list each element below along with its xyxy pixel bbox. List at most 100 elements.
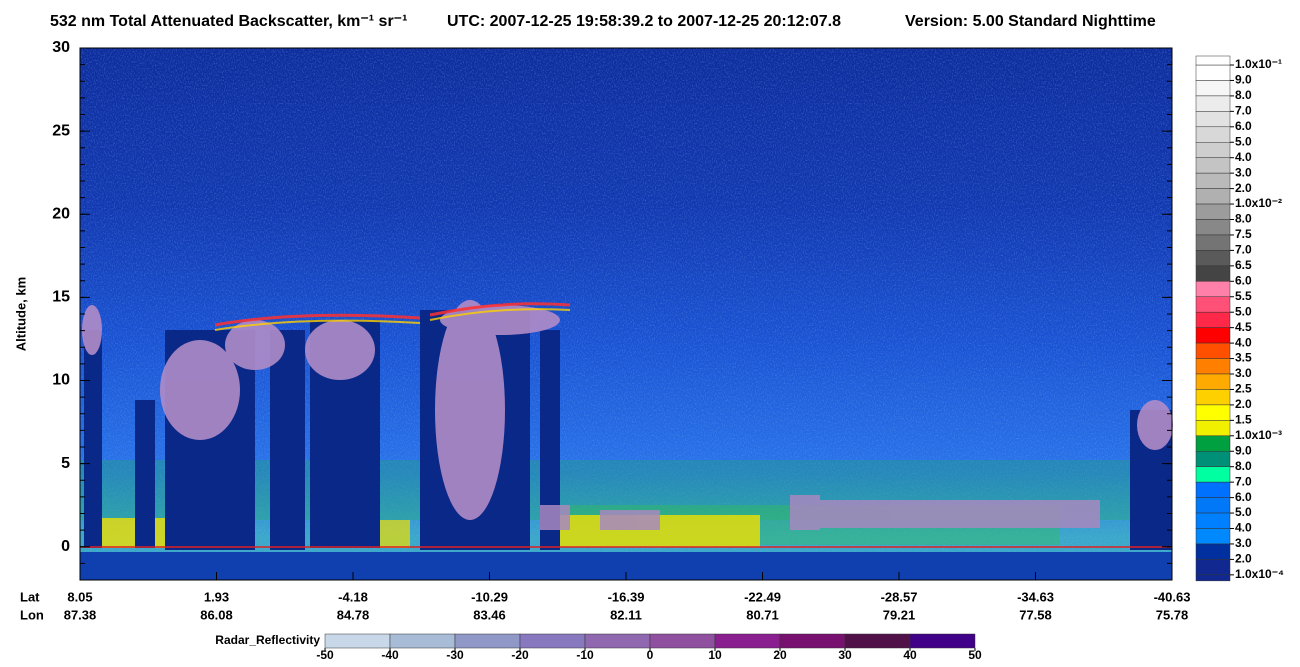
x-tick-label: 77.58 [1019, 607, 1052, 622]
x-row-label: Lat [20, 589, 40, 604]
radar-colorbar-label: 10 [708, 648, 722, 662]
colorbar-cell [1195, 327, 1231, 344]
colorbar-cell [1195, 420, 1231, 437]
colorbar-label: 1.0x10⁻³ [1235, 428, 1282, 442]
x-tick-label: 83.46 [473, 607, 506, 622]
colorbar-label: 2.0 [1235, 181, 1252, 195]
y-tick-label: 30 [52, 39, 70, 56]
colorbar-cap [1195, 574, 1231, 582]
colorbar-cell [1195, 481, 1231, 498]
colorbar-cell [1195, 188, 1231, 205]
colorbar-cell [1195, 172, 1231, 189]
colorbar-cell [1195, 528, 1231, 545]
radar-colorbar-label: -30 [446, 648, 464, 662]
y-tick-label: 20 [52, 205, 70, 222]
x-tick-label: -28.57 [881, 589, 918, 604]
colorbar-label: 9.0 [1235, 73, 1252, 87]
colorbar-label: 5.5 [1235, 289, 1252, 303]
radar-colorbar-cell [844, 633, 911, 649]
colorbar-label: 9.0 [1235, 443, 1252, 457]
colorbar-label: 4.0 [1235, 521, 1252, 535]
colorbar-cell [1195, 404, 1231, 421]
x-tick-label: 84.78 [337, 607, 370, 622]
x-tick-label: -22.49 [744, 589, 781, 604]
colorbar-label: 6.5 [1235, 258, 1252, 272]
x-tick-label: 1.93 [204, 589, 229, 604]
radar-colorbar-cell [519, 633, 586, 649]
colorbar-cell [1195, 80, 1231, 97]
colorbar-label: 2.5 [1235, 382, 1252, 396]
colorbar-cell [1195, 203, 1231, 220]
colorbar-label: 1.0x10⁻² [1235, 196, 1282, 210]
colorbar-label: 6.0 [1235, 490, 1252, 504]
colorbar-label: 8.0 [1235, 88, 1252, 102]
backscatter-image [80, 48, 1173, 580]
radar-colorbar-label: 50 [968, 648, 982, 662]
utc-range: UTC: 2007-12-25 19:58:39.2 to 2007-12-25… [447, 13, 841, 30]
colorbar-cell [1195, 281, 1231, 297]
colorbar-cell [1195, 157, 1231, 174]
colorbar-label: 6.0 [1235, 273, 1252, 287]
radar-colorbar-label: 30 [838, 648, 852, 662]
radar-colorbar-cell [909, 633, 976, 649]
x-row-label: Lon [20, 607, 44, 622]
radar-colorbar-label: 0 [647, 648, 654, 662]
colorbar-cell [1195, 358, 1231, 375]
x-tick-label: 80.71 [746, 607, 779, 622]
colorbar-label: 3.0 [1235, 536, 1252, 550]
x-tick-label: 79.21 [883, 607, 916, 622]
colorbar-cell [1195, 296, 1231, 313]
radar-colorbar-cell [779, 633, 846, 649]
colorbar-cell [1195, 126, 1231, 143]
x-tick-label: -10.29 [471, 589, 508, 604]
colorbar-label: 5.0 [1235, 505, 1252, 519]
radar-colorbar-label: -20 [511, 648, 529, 662]
x-tick-label: 82.11 [610, 607, 642, 622]
colorbar-cell [1195, 497, 1231, 514]
radar-colorbar-label: -50 [316, 648, 334, 662]
radar-colorbar-label: 20 [773, 648, 787, 662]
colorbar-cell [1195, 559, 1231, 576]
colorbar-label: 8.0 [1235, 459, 1252, 473]
colorbar-cell [1195, 250, 1231, 267]
x-tick-label: -40.63 [1154, 589, 1191, 604]
x-tick-label: -34.63 [1017, 589, 1054, 604]
x-tick-label: 86.08 [200, 607, 233, 622]
colorbar-label: 2.0 [1235, 552, 1252, 566]
colorbar-label: 3.0 [1235, 165, 1252, 179]
colorbar-label: 3.0 [1235, 366, 1252, 380]
y-tick-label: 5 [61, 455, 70, 472]
colorbar-cap [1195, 55, 1231, 66]
colorbar-label: 4.5 [1235, 320, 1252, 334]
colorbar-cell [1195, 219, 1231, 236]
chart-title: 532 nm Total Attenuated Backscatter, km⁻… [50, 13, 407, 30]
colorbar-label: 7.0 [1235, 243, 1252, 257]
x-tick-label: -16.39 [608, 589, 645, 604]
colorbar-label: 7.0 [1235, 474, 1252, 488]
y-tick-label: 25 [52, 122, 70, 139]
colorbar-cell [1195, 543, 1231, 560]
radar-colorbar-cell [454, 633, 521, 649]
colorbar-label: 1.0x10⁻¹ [1235, 57, 1282, 71]
colorbar-cell [1195, 451, 1231, 467]
radar-colorbar-label: -10 [576, 648, 594, 662]
y-tick-label: 10 [52, 372, 70, 389]
colorbar-label: 5.0 [1235, 304, 1252, 318]
colorbar-label: 1.0x10⁻⁴ [1235, 567, 1284, 581]
x-tick-label: -4.18 [338, 589, 368, 604]
version: Version: 5.00 Standard Nighttime [905, 13, 1156, 30]
colorbar-label: 7.0 [1235, 104, 1252, 118]
colorbar-label: 3.5 [1235, 351, 1252, 365]
colorbar-label: 1.5 [1235, 413, 1252, 427]
radar-colorbar-label: 40 [903, 648, 917, 662]
colorbar-cell [1195, 111, 1231, 128]
radar-colorbar-cell [649, 633, 716, 649]
y-tick-label: 0 [61, 538, 70, 555]
colorbar-label: 7.5 [1235, 227, 1252, 241]
colorbar-label: 6.0 [1235, 119, 1252, 133]
radar-colorbar-label: Radar_Reflectivity [215, 633, 320, 647]
radar-colorbar-cell [324, 633, 391, 649]
colorbar-cell [1195, 64, 1231, 81]
colorbar-cell [1195, 373, 1231, 390]
